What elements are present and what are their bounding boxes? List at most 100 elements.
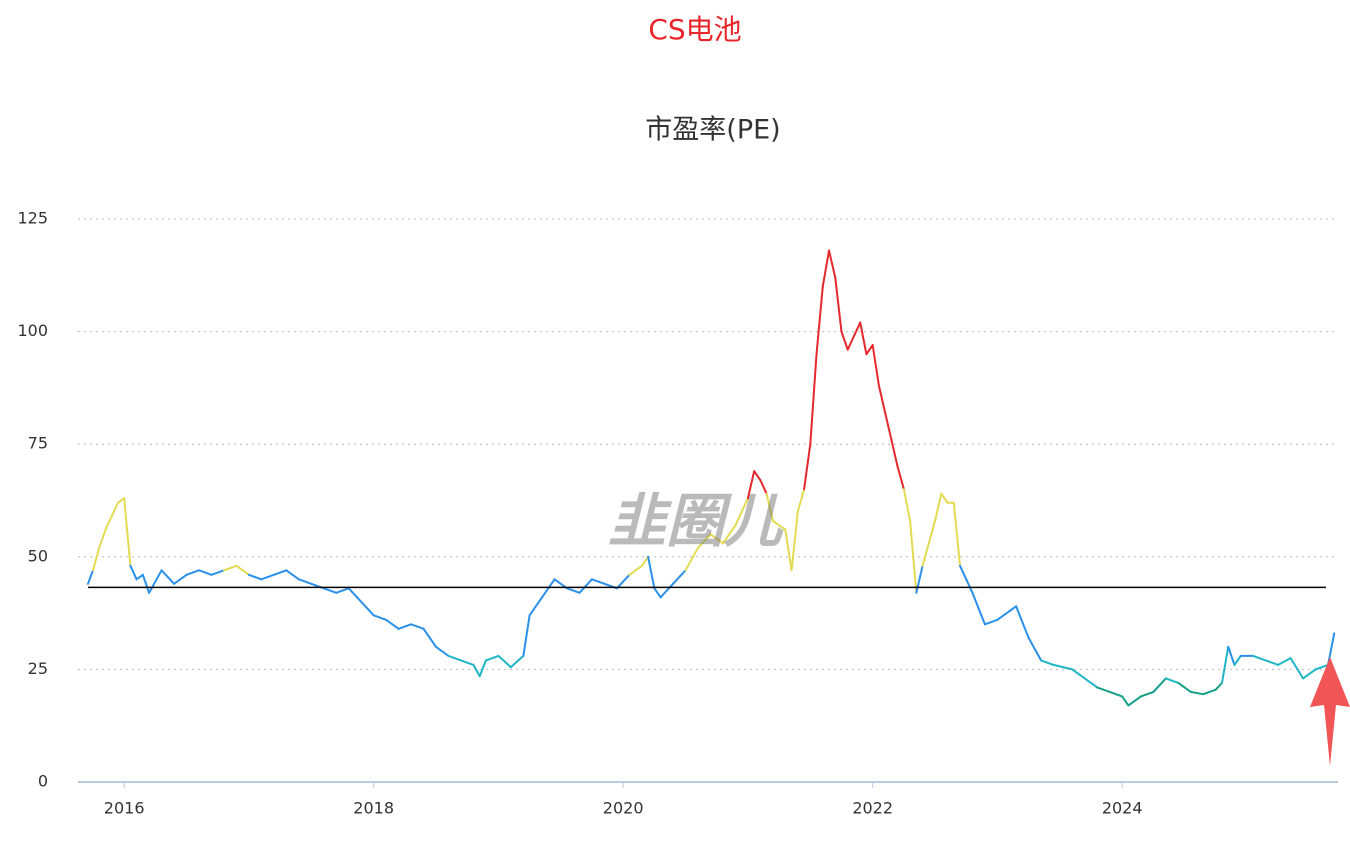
line-segment	[372, 614, 388, 621]
line-segment	[1189, 690, 1205, 696]
line-segment	[915, 564, 924, 594]
line-segment	[1008, 605, 1018, 612]
line-segment	[821, 249, 831, 288]
chart-subtitle: 市盈率(PE)	[645, 115, 780, 146]
line-segment	[1108, 690, 1124, 698]
line-segment	[360, 600, 375, 617]
line-segment	[640, 555, 650, 567]
line-segment	[971, 591, 986, 626]
line-segment	[116, 497, 126, 504]
line-segment	[459, 659, 475, 666]
line-segment	[877, 384, 887, 414]
line-segment	[734, 497, 749, 527]
line-segment	[1177, 681, 1192, 693]
line-segment	[435, 645, 450, 657]
line-segment	[110, 501, 119, 518]
line-segment	[965, 578, 974, 594]
line-segment	[653, 587, 662, 599]
line-segment	[1164, 677, 1180, 684]
line-segment	[1027, 636, 1043, 662]
line-segment	[659, 582, 675, 599]
line-segment	[578, 578, 593, 594]
x-tick-label: 2020	[603, 799, 644, 818]
line-segment	[141, 573, 151, 594]
line-segment	[185, 569, 201, 576]
line-segment	[198, 569, 213, 576]
line-segment	[959, 564, 968, 581]
line-segment	[884, 411, 893, 441]
line-segment	[1252, 654, 1267, 662]
line-segment	[840, 330, 849, 351]
line-segment	[790, 510, 799, 572]
line-segment	[1214, 681, 1223, 691]
line-segment	[784, 528, 793, 572]
line-segment	[940, 492, 949, 504]
line-segment	[1127, 695, 1142, 707]
line-segment	[890, 438, 899, 468]
line-segment	[1052, 663, 1074, 671]
line-segment	[828, 249, 837, 279]
line-segment	[1015, 605, 1030, 639]
line-segment	[697, 533, 712, 549]
line-segment	[921, 519, 937, 567]
line-segment	[765, 492, 774, 522]
line-segment	[996, 609, 1011, 621]
line-segment	[815, 285, 824, 356]
line-segment	[297, 578, 313, 585]
line-segment	[222, 564, 238, 572]
line-segment	[1289, 657, 1305, 680]
line-segment	[934, 492, 943, 522]
line-segment	[160, 569, 176, 585]
line-segment	[335, 587, 350, 594]
y-tick-label: 0	[38, 772, 48, 791]
line-segment	[902, 488, 912, 522]
line-segment	[809, 353, 818, 446]
line-segment	[410, 623, 425, 630]
line-segment	[746, 470, 756, 500]
line-segment	[447, 654, 462, 662]
line-segment	[210, 569, 225, 576]
x-tick-label: 2018	[353, 799, 394, 818]
line-segment	[1071, 668, 1086, 680]
line-segment	[1121, 695, 1130, 707]
line-segment	[1314, 663, 1330, 671]
line-segment	[983, 618, 999, 626]
line-segment	[541, 578, 556, 599]
line-segment	[590, 578, 606, 585]
line-segment	[859, 321, 868, 356]
line-segment	[721, 524, 737, 545]
line-segment	[1227, 645, 1236, 666]
line-segment	[422, 627, 438, 648]
line-segment	[522, 614, 531, 657]
line-segment	[472, 663, 481, 678]
line-segment	[148, 569, 163, 594]
line-segment	[647, 555, 656, 590]
line-segment	[322, 587, 338, 594]
line-segment	[1040, 659, 1055, 666]
line-segment	[285, 569, 300, 581]
line-segment	[628, 564, 643, 576]
line-segment	[347, 587, 363, 603]
line-segment	[235, 564, 250, 576]
line-segment	[846, 321, 862, 351]
line-segment	[615, 573, 631, 590]
line-segment	[672, 569, 687, 585]
x-tick-label: 2024	[1102, 799, 1143, 818]
x-tick-label: 2022	[852, 799, 893, 818]
y-tick-label: 75	[28, 434, 48, 453]
line-segment	[397, 623, 413, 630]
line-segment	[896, 465, 905, 491]
line-segment	[771, 519, 787, 531]
line-segment	[871, 344, 880, 387]
line-segment	[129, 564, 138, 581]
line-segment	[709, 533, 724, 545]
line-segment	[1152, 677, 1167, 693]
line-segment	[484, 654, 500, 662]
line-segment	[759, 479, 768, 495]
line-segment	[1302, 668, 1317, 680]
line-segment	[497, 654, 512, 669]
line-segment	[566, 587, 581, 594]
line-segment	[247, 573, 263, 581]
line-segment	[104, 515, 113, 531]
